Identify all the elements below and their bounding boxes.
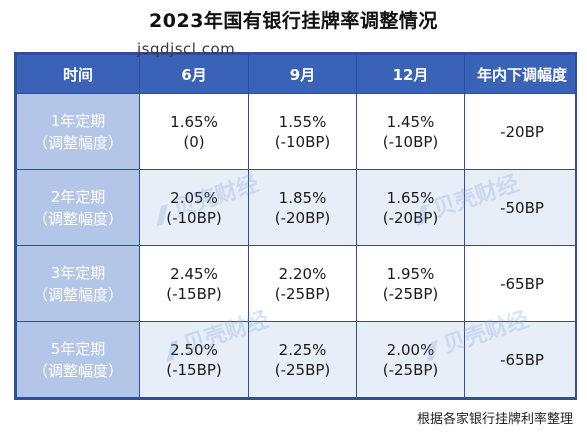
rate-change: (-20BP) [382, 208, 439, 227]
rate-table: 时间 6月 9月 12月 年内下调幅度 1年定期 （调整幅度） 1.65% (0… [16, 54, 575, 398]
row-label-term: 3年定期 [50, 263, 106, 282]
rate-value: 2.50% [170, 340, 218, 359]
row-label-term: 2年定期 [50, 187, 106, 206]
rate-cell: 1.55% (-10BP) [248, 93, 357, 170]
rate-cell: 2.25% (-25BP) [248, 321, 357, 398]
row-label: 3年定期 （调整幅度） [16, 245, 140, 322]
rate-change: (-20BP) [274, 208, 331, 227]
row-label: 2年定期 （调整幅度） [16, 169, 140, 246]
table-header-row: 时间 6月 9月 12月 年内下调幅度 [16, 54, 575, 94]
rate-value: 2.00% [386, 340, 435, 359]
page-title: 2023年国有银行挂牌率调整情况 [149, 10, 438, 32]
rate-change: (-25BP) [274, 360, 331, 379]
table-row: 5年定期 （调整幅度） 2.50% (-15BP) 2.25% (-25BP) … [16, 321, 575, 398]
rate-change: (-25BP) [382, 284, 439, 303]
row-label-note: （调整幅度） [32, 133, 123, 152]
rate-change: (0) [183, 132, 205, 151]
header-time: 时间 [16, 54, 140, 94]
rate-change: (-10BP) [166, 208, 222, 227]
rate-cell: 1.95% (-25BP) [356, 245, 465, 322]
annual-cut-cell: -50BP [464, 169, 575, 246]
rate-cell: 2.20% (-25BP) [248, 245, 357, 322]
annual-cut-cell: -20BP [464, 93, 575, 170]
row-label-note: （调整幅度） [32, 361, 123, 380]
rate-change: (-15BP) [166, 360, 222, 379]
watermark-url: jsqdjscl.com [137, 40, 236, 58]
rate-cell: 1.65% (0) [139, 93, 249, 170]
rate-cell: 2.00% (-25BP) [356, 321, 465, 398]
annual-cut-cell: -65BP [464, 245, 575, 322]
rate-value: 2.45% [170, 264, 218, 283]
rate-value: 2.05% [170, 188, 218, 207]
rate-table-container: 时间 6月 9月 12月 年内下调幅度 1年定期 （调整幅度） 1.65% (0… [14, 52, 577, 400]
table-row: 3年定期 （调整幅度） 2.45% (-15BP) 2.20% (-25BP) … [16, 245, 575, 322]
header-june: 6月 [139, 54, 249, 94]
rate-cell: 2.05% (-10BP) [139, 169, 249, 246]
row-label: 5年定期 （调整幅度） [16, 321, 140, 398]
rate-change: (-15BP) [166, 284, 222, 303]
source-note: 根据各家银行挂牌利率整理 [416, 412, 573, 427]
rate-cell: 2.50% (-15BP) [139, 321, 249, 398]
rate-change: (-25BP) [382, 360, 439, 379]
rate-cell: 2.45% (-15BP) [139, 245, 249, 322]
header-september: 9月 [248, 54, 357, 94]
row-label-term: 1年定期 [50, 111, 106, 130]
header-december: 12月 [356, 54, 465, 94]
rate-value: 2.25% [278, 340, 327, 359]
row-label: 1年定期 （调整幅度） [16, 93, 140, 170]
rate-value: 1.85% [278, 188, 327, 207]
rate-change: (-10BP) [274, 132, 331, 151]
rate-value: 1.55% [278, 112, 327, 131]
rate-cell: 1.85% (-20BP) [248, 169, 357, 246]
rate-cell: 1.65% (-20BP) [356, 169, 465, 246]
header-annual-cut: 年内下调幅度 [464, 54, 575, 94]
rate-change: (-10BP) [382, 132, 439, 151]
annual-cut-cell: -65BP [464, 321, 575, 398]
rate-value: 1.45% [386, 112, 435, 131]
table-row: 2年定期 （调整幅度） 2.05% (-10BP) 1.85% (-20BP) … [16, 169, 575, 246]
rate-value: 1.95% [386, 264, 435, 283]
rate-value: 1.65% [386, 188, 435, 207]
rate-change: (-25BP) [274, 284, 331, 303]
rate-value: 1.65% [170, 112, 218, 131]
rate-cell: 1.45% (-10BP) [356, 93, 465, 170]
row-label-note: （调整幅度） [32, 285, 123, 304]
row-label-note: （调整幅度） [32, 209, 123, 228]
table-row: 1年定期 （调整幅度） 1.65% (0) 1.55% (-10BP) 1.45… [16, 93, 575, 170]
row-label-term: 5年定期 [50, 339, 106, 358]
rate-value: 2.20% [278, 264, 327, 283]
